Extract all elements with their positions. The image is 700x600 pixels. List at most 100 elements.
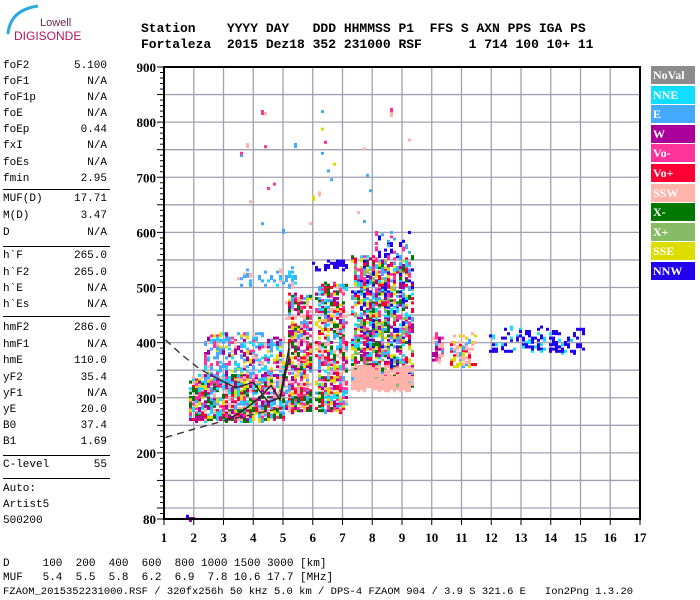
param-ye: yE 20.0 — [3, 404, 107, 418]
echo-point — [282, 354, 285, 358]
echo-point — [261, 110, 264, 115]
echo-point — [309, 400, 312, 404]
echo-point — [375, 308, 378, 313]
echo-point — [219, 385, 222, 388]
echo-point — [210, 387, 213, 391]
echo-point — [318, 391, 321, 395]
echo-point — [210, 402, 213, 406]
echo-point — [228, 396, 231, 401]
echo-point — [342, 268, 345, 272]
echo-point — [216, 411, 219, 417]
echo-point — [384, 352, 387, 355]
echo-point — [390, 286, 393, 289]
echo-point — [312, 261, 315, 265]
echo-point — [189, 415, 192, 419]
echo-point — [225, 356, 228, 360]
echo-point — [270, 376, 273, 380]
echo-point — [249, 363, 252, 366]
echo-point — [351, 354, 354, 360]
echo-point — [207, 396, 210, 399]
echo-point — [258, 358, 261, 362]
echo-point — [228, 336, 231, 342]
echo-point — [294, 301, 297, 305]
echo-point — [336, 378, 339, 382]
echo-point — [333, 349, 336, 353]
echo-point — [303, 407, 306, 410]
echo-point — [402, 367, 405, 371]
echo-point — [459, 360, 462, 364]
echo-point — [276, 385, 279, 388]
echo-point — [333, 283, 336, 287]
echo-point — [207, 415, 210, 419]
echo-point — [321, 283, 324, 287]
echo-point — [207, 413, 210, 417]
echo-point — [207, 387, 210, 393]
echo-point — [360, 301, 363, 305]
echo-point — [402, 330, 405, 335]
echo-point — [351, 363, 354, 366]
echo-point — [219, 365, 222, 369]
echo-point — [294, 409, 297, 413]
echo-point — [318, 398, 321, 404]
echo-point — [357, 279, 360, 283]
param-label: B1 — [3, 436, 17, 448]
echo-point — [231, 369, 234, 373]
y-tick-label: 800 — [137, 115, 157, 130]
echo-point — [333, 301, 336, 307]
echo-point — [231, 387, 234, 393]
echo-point — [231, 409, 234, 415]
echo-point — [276, 360, 279, 364]
echo-point — [393, 270, 396, 274]
echo-point — [315, 268, 318, 272]
echo-point — [405, 385, 408, 390]
echo-point — [282, 404, 285, 410]
echo-point — [357, 376, 360, 380]
echo-point — [219, 367, 222, 371]
echo-point — [402, 292, 405, 296]
echo-point — [273, 374, 276, 377]
echo-point — [339, 319, 342, 322]
echo-point — [357, 268, 360, 272]
echo-point — [219, 415, 222, 419]
echo-point — [534, 336, 537, 340]
echo-point — [435, 345, 438, 349]
echo-point — [222, 393, 225, 399]
echo-point — [363, 301, 366, 307]
echo-point — [291, 382, 294, 386]
echo-point — [399, 272, 402, 276]
echo-point — [354, 327, 357, 331]
echo-point — [240, 283, 243, 287]
echo-point — [441, 349, 444, 353]
echo-point — [354, 358, 357, 364]
echo-point — [465, 360, 468, 364]
echo-point — [339, 321, 342, 325]
echo-point — [357, 338, 360, 342]
echo-point — [270, 407, 273, 410]
echo-point — [372, 323, 375, 329]
echo-point — [276, 365, 279, 369]
echo-point — [243, 396, 246, 401]
echo-point — [399, 334, 402, 340]
echo-point — [366, 290, 369, 296]
echo-point — [369, 310, 372, 314]
echo-point — [255, 382, 258, 386]
echo-point — [561, 343, 564, 347]
param-foe: foE N/A — [3, 108, 107, 122]
echo-point — [327, 310, 330, 314]
echo-point — [243, 407, 246, 410]
echo-point — [261, 415, 264, 419]
echo-point — [291, 321, 294, 325]
echo-point — [321, 151, 324, 155]
echo-point — [198, 398, 201, 402]
echo-point — [258, 407, 261, 412]
echo-point — [192, 396, 195, 401]
echo-point — [369, 321, 372, 325]
echo-point — [300, 321, 303, 325]
echo-point — [324, 140, 327, 144]
echo-point — [204, 356, 207, 362]
echo-point — [405, 305, 408, 309]
echo-point — [258, 385, 261, 390]
echo-point — [219, 338, 222, 342]
echo-point — [399, 299, 402, 305]
echo-point — [438, 358, 441, 362]
